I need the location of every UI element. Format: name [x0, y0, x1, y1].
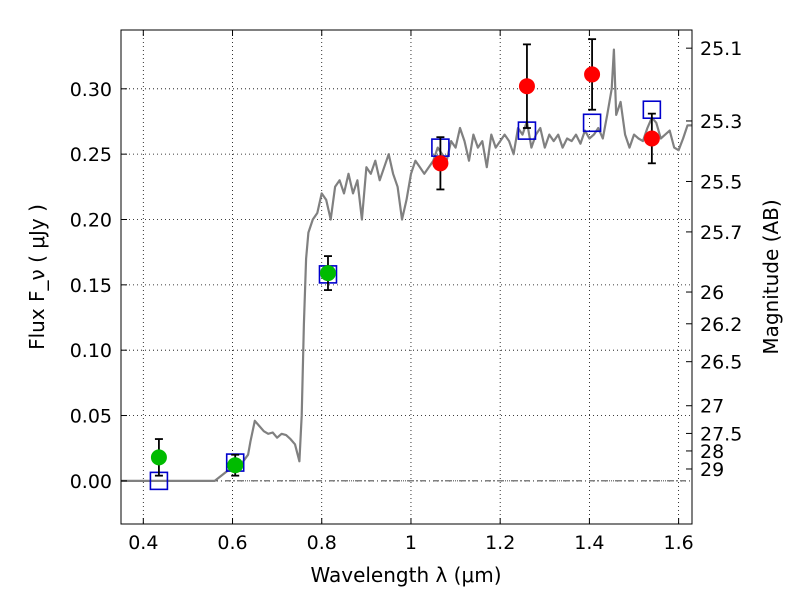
- observed-flux-red-point: [432, 155, 449, 172]
- y2-tick-label: 26.2: [700, 314, 742, 336]
- spectrum-line: [121, 48, 692, 482]
- y2-tick-label: 27.5: [700, 423, 742, 445]
- x-tick-label: 1.2: [485, 532, 515, 554]
- observed-flux-green-point: [150, 449, 167, 466]
- observed-flux-red-point: [518, 78, 535, 95]
- y-tick-label: 0.10: [70, 340, 112, 362]
- observed-flux-green-point: [319, 265, 336, 282]
- model-spectrum: [121, 48, 692, 482]
- y-tick-label: 0.00: [70, 471, 112, 493]
- y2-tick-label: 25.1: [700, 38, 742, 60]
- plot-frame: [120, 29, 693, 525]
- x-tick-label: 1: [405, 532, 417, 554]
- x-tick-label: 0.8: [307, 532, 337, 554]
- y2-tick-label: 25.7: [700, 222, 742, 244]
- y-tick-label: 0.30: [70, 79, 112, 101]
- y2-tick-label: 26.5: [700, 352, 742, 374]
- grid-lines: [121, 30, 692, 524]
- x-tick-label: 1.6: [664, 532, 694, 554]
- x-tick-label: 0.4: [128, 532, 158, 554]
- observed-flux-green-point: [227, 457, 244, 474]
- observed-flux-red-point: [584, 66, 601, 83]
- y-tick-label: 0.15: [70, 275, 112, 297]
- observed-flux-red-point: [643, 130, 660, 147]
- x-tick-label: 1.4: [574, 532, 604, 554]
- y-axis-label: Flux F_ν ( μJy ): [25, 204, 49, 350]
- y-tick-label: 0.05: [70, 406, 112, 428]
- y2-tick-label: 27: [700, 396, 724, 418]
- model-flux-square: [582, 113, 602, 133]
- x-axis-label: Wavelength λ (μm): [310, 563, 501, 587]
- y2-tick-label: 25.5: [700, 171, 742, 193]
- y-tick-label: 0.20: [70, 209, 112, 231]
- y-tick-label: 0.25: [70, 144, 112, 166]
- x-tick-label: 0.6: [217, 532, 247, 554]
- y2-tick-label: 25.3: [700, 111, 742, 133]
- y2-axis-label: Magnitude (AB): [759, 199, 783, 354]
- y2-tick-label: 26: [700, 282, 724, 304]
- y2-tick-label: 28: [700, 441, 724, 463]
- y2-tick-label: 29: [700, 459, 724, 481]
- data-points: [149, 38, 662, 491]
- axis-ticks: 0.4 0.6 0.8 1 1.2 1.4 1.6 0.00 0.05 0.10 0.15 0.20 0…: [70, 30, 742, 554]
